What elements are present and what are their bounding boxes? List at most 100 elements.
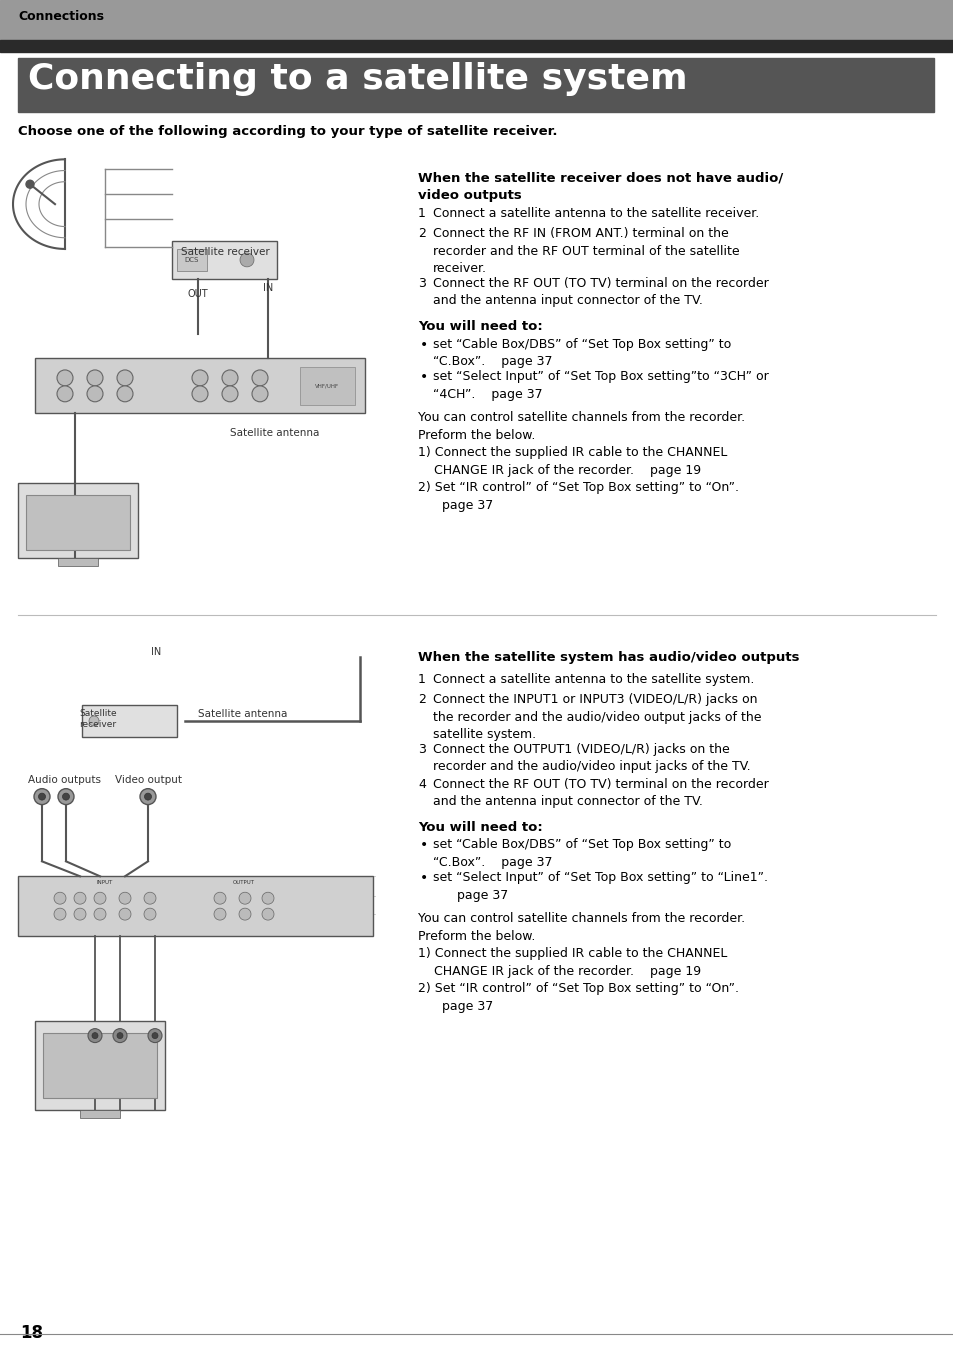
Circle shape xyxy=(239,909,251,921)
Circle shape xyxy=(87,386,103,402)
Circle shape xyxy=(117,1032,123,1039)
Bar xyxy=(172,241,276,279)
Circle shape xyxy=(89,716,99,725)
Text: Satellite antenna: Satellite antenna xyxy=(230,428,319,439)
Circle shape xyxy=(144,892,156,905)
Circle shape xyxy=(94,892,106,905)
Circle shape xyxy=(144,909,156,921)
Text: OUT: OUT xyxy=(188,289,208,299)
Text: When the satellite system has audio/video outputs: When the satellite system has audio/vide… xyxy=(417,651,799,664)
Bar xyxy=(18,58,933,112)
Circle shape xyxy=(88,1028,102,1043)
Text: Connect the OUTPUT1 (VIDEO/L/R) jacks on the
recorder and the audio/video input : Connect the OUTPUT1 (VIDEO/L/R) jacks on… xyxy=(433,743,750,774)
Text: •: • xyxy=(419,370,428,385)
Circle shape xyxy=(34,789,50,805)
Circle shape xyxy=(57,370,73,386)
Text: INPUT: INPUT xyxy=(97,880,113,886)
Bar xyxy=(82,705,177,736)
Bar xyxy=(35,358,365,413)
Text: OUTPUT: OUTPUT xyxy=(233,880,254,886)
Text: set “Cable Box/DBS” of “Set Top Box setting” to
“C.Box”.    page 37: set “Cable Box/DBS” of “Set Top Box sett… xyxy=(433,338,731,367)
Circle shape xyxy=(57,386,73,402)
Circle shape xyxy=(262,892,274,905)
Text: Video output: Video output xyxy=(115,775,182,785)
Text: Connect the INPUT1 or INPUT3 (VIDEO/L/R) jacks on
the recorder and the audio/vid: Connect the INPUT1 or INPUT3 (VIDEO/L/R)… xyxy=(433,693,760,742)
Text: •: • xyxy=(419,871,428,886)
Text: 1: 1 xyxy=(417,207,425,221)
Circle shape xyxy=(239,892,251,905)
Circle shape xyxy=(87,370,103,386)
Circle shape xyxy=(54,909,66,921)
Circle shape xyxy=(140,789,156,805)
Circle shape xyxy=(240,253,253,267)
Text: You can control satellite channels from the recorder.
Preform the below.
1) Conn: You can control satellite channels from … xyxy=(417,913,744,1012)
Circle shape xyxy=(222,386,237,402)
Circle shape xyxy=(252,386,268,402)
Text: VHF/UHF: VHF/UHF xyxy=(314,384,338,389)
Text: 4: 4 xyxy=(417,778,425,790)
Text: Satellite antenna: Satellite antenna xyxy=(198,709,287,719)
Bar xyxy=(80,1110,120,1119)
Text: Satellite receiver: Satellite receiver xyxy=(180,246,269,257)
Bar xyxy=(299,367,355,405)
Circle shape xyxy=(63,793,70,800)
Text: Connect the RF IN (FROM ANT.) terminal on the
recorder and the RF OUT terminal o: Connect the RF IN (FROM ANT.) terminal o… xyxy=(433,227,739,275)
Circle shape xyxy=(38,793,46,800)
Text: 2: 2 xyxy=(417,693,425,707)
Text: IN: IN xyxy=(151,647,161,657)
Circle shape xyxy=(112,1028,127,1043)
Circle shape xyxy=(94,909,106,921)
Text: You will need to:: You will need to: xyxy=(417,821,542,833)
Circle shape xyxy=(144,793,152,800)
Circle shape xyxy=(192,386,208,402)
Bar xyxy=(0,40,953,51)
Circle shape xyxy=(152,1032,158,1039)
Text: Connect a satellite antenna to the satellite system.: Connect a satellite antenna to the satel… xyxy=(433,673,754,686)
Text: Audio outputs: Audio outputs xyxy=(28,775,101,785)
Circle shape xyxy=(222,370,237,386)
Bar xyxy=(58,557,98,565)
Text: •: • xyxy=(419,839,428,852)
Text: Satellite
receiver: Satellite receiver xyxy=(79,709,116,730)
Text: set “Select Input” of “Set Top Box setting”to “3CH” or
“4CH”.    page 37: set “Select Input” of “Set Top Box setti… xyxy=(433,370,768,401)
Circle shape xyxy=(26,180,34,188)
Text: You will need to:: You will need to: xyxy=(417,319,542,332)
Circle shape xyxy=(252,370,268,386)
Bar xyxy=(35,1020,165,1110)
Text: 18: 18 xyxy=(20,1324,43,1342)
Text: DCS: DCS xyxy=(185,257,199,262)
Circle shape xyxy=(148,1028,162,1043)
Bar xyxy=(18,483,138,557)
Text: set “Cable Box/DBS” of “Set Top Box setting” to
“C.Box”.    page 37: set “Cable Box/DBS” of “Set Top Box sett… xyxy=(433,839,731,870)
Text: Connections: Connections xyxy=(18,9,104,23)
Text: Connecting to a satellite system: Connecting to a satellite system xyxy=(28,62,687,96)
Text: IN: IN xyxy=(263,283,273,293)
Circle shape xyxy=(213,909,226,921)
Circle shape xyxy=(117,370,132,386)
Bar xyxy=(177,249,207,271)
Text: Connect a satellite antenna to the satellite receiver.: Connect a satellite antenna to the satel… xyxy=(433,207,759,221)
Circle shape xyxy=(117,386,132,402)
Text: Choose one of the following according to your type of satellite receiver.: Choose one of the following according to… xyxy=(18,125,557,139)
Circle shape xyxy=(119,909,131,921)
Circle shape xyxy=(119,892,131,905)
Circle shape xyxy=(192,370,208,386)
Text: 1: 1 xyxy=(417,673,425,686)
Circle shape xyxy=(54,892,66,905)
Text: Connect the RF OUT (TO TV) terminal on the recorder
and the antenna input connec: Connect the RF OUT (TO TV) terminal on t… xyxy=(433,778,768,808)
Bar xyxy=(26,495,130,549)
Circle shape xyxy=(262,909,274,921)
Circle shape xyxy=(74,892,86,905)
Text: Connect the RF OUT (TO TV) terminal on the recorder
and the antenna input connec: Connect the RF OUT (TO TV) terminal on t… xyxy=(433,277,768,307)
Text: •: • xyxy=(419,338,428,351)
Text: 3: 3 xyxy=(417,743,425,756)
Bar xyxy=(0,0,953,40)
Circle shape xyxy=(213,892,226,905)
Text: 2: 2 xyxy=(417,227,425,240)
Text: 3: 3 xyxy=(417,277,425,289)
Text: You can control satellite channels from the recorder.
Preform the below.
1) Conn: You can control satellite channels from … xyxy=(417,412,744,511)
Bar xyxy=(18,876,373,935)
Circle shape xyxy=(58,789,74,805)
Bar xyxy=(43,1032,157,1098)
Text: When the satellite receiver does not have audio/
video outputs: When the satellite receiver does not hav… xyxy=(417,171,782,202)
